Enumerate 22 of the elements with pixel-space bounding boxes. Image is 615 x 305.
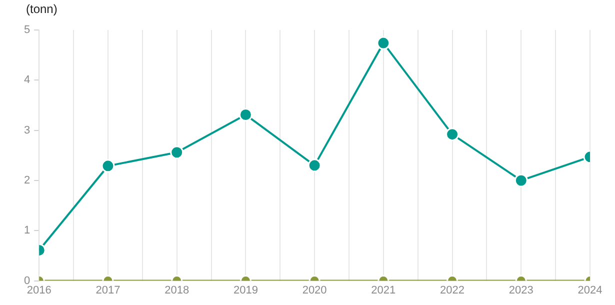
- y-tick-label: 0: [24, 274, 30, 287]
- x-tick-label: 2018: [164, 284, 190, 296]
- x-tick-label: 2023: [508, 284, 534, 296]
- x-tick-label: 2019: [233, 284, 258, 296]
- point: [170, 146, 184, 160]
- point: [238, 108, 252, 122]
- y-axis-title: (tonn): [26, 2, 58, 16]
- point: [101, 159, 115, 173]
- x-tick-label: 2017: [96, 284, 120, 296]
- y-tick-label: 5: [24, 24, 30, 36]
- x-tick-label: 2016: [26, 284, 52, 296]
- x-tick-label: 2024: [578, 284, 602, 296]
- point: [446, 128, 460, 142]
- point: [514, 174, 528, 188]
- x-tick-label: 2020: [302, 284, 327, 296]
- y-tick-label: 4: [24, 74, 30, 86]
- y-tick-label: 2: [24, 174, 30, 187]
- x-tick-label: 2021: [371, 284, 396, 296]
- x-tick-label: 2022: [440, 284, 465, 296]
- point: [308, 158, 322, 172]
- y-tick-label: 1: [24, 224, 30, 237]
- y-tick-label: 3: [24, 124, 30, 136]
